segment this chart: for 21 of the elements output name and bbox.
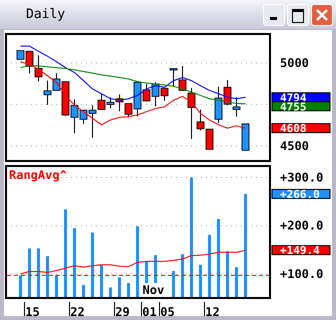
- y-tick-label: +266.0: [280, 188, 320, 201]
- y-tick-label: 5000: [280, 56, 309, 70]
- candlestick: [232, 96, 240, 118]
- x-tick-label: 01: [142, 305, 157, 319]
- y-tick-label: +300.0: [280, 170, 324, 185]
- annotation: Nov: [142, 283, 164, 297]
- x-tick-label: 29: [115, 305, 130, 319]
- y-tick-label: 4500: [280, 139, 309, 154]
- y-tick-label: 4608: [280, 122, 306, 136]
- x-tick-label: 22: [70, 305, 85, 319]
- y-tick-label: 4755: [280, 100, 306, 114]
- x-tick-label: 05: [160, 305, 175, 319]
- x-tick-label: 12: [205, 305, 220, 319]
- x-tick-label: 15: [25, 305, 40, 319]
- y-tick-label: +200.0: [280, 218, 324, 233]
- chart-title: Daily: [26, 7, 66, 22]
- y-tick-label: +100.0: [280, 266, 324, 281]
- y-tick-label: +149.4: [280, 244, 320, 258]
- chart-title: RangAvg^: [9, 168, 67, 182]
- candlestick: [178, 66, 186, 91]
- candlestick: [170, 68, 178, 88]
